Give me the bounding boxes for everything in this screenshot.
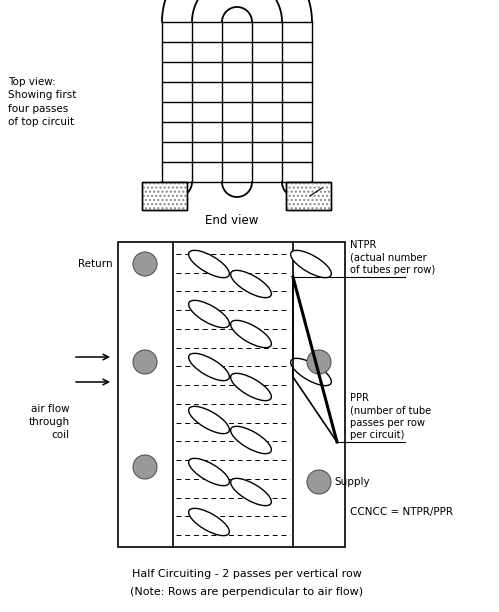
Ellipse shape <box>290 359 331 386</box>
Ellipse shape <box>231 427 271 453</box>
Text: Return: Return <box>78 259 113 269</box>
Text: PPR
(number of tube
passes per row
per circuit): PPR (number of tube passes per row per c… <box>350 393 431 440</box>
Bar <box>286 182 331 210</box>
Ellipse shape <box>231 373 271 401</box>
Text: Top view:
Showing first
four passes
of top circuit: Top view: Showing first four passes of t… <box>8 77 76 127</box>
Bar <box>118 242 345 547</box>
Ellipse shape <box>290 250 331 278</box>
Text: (Note: Rows are perpendicular to air flow): (Note: Rows are perpendicular to air flo… <box>130 587 364 597</box>
Text: End view: End view <box>205 214 258 227</box>
Bar <box>143 182 188 210</box>
Ellipse shape <box>189 406 230 434</box>
Circle shape <box>133 252 157 276</box>
Text: air flow
through
coil: air flow through coil <box>29 404 70 440</box>
Circle shape <box>307 350 331 374</box>
Text: NTPR
(actual number
of tubes per row): NTPR (actual number of tubes per row) <box>350 240 435 275</box>
Ellipse shape <box>231 271 271 297</box>
Ellipse shape <box>231 320 271 348</box>
Bar <box>143 182 188 210</box>
Ellipse shape <box>189 250 230 278</box>
Ellipse shape <box>189 509 230 536</box>
Bar <box>286 182 331 210</box>
Circle shape <box>133 455 157 479</box>
Ellipse shape <box>189 353 230 381</box>
Ellipse shape <box>231 479 271 506</box>
Circle shape <box>307 470 331 494</box>
Ellipse shape <box>189 300 230 327</box>
Text: Supply: Supply <box>334 477 370 487</box>
Circle shape <box>133 350 157 374</box>
Ellipse shape <box>189 458 230 486</box>
Bar <box>143 182 188 210</box>
Bar <box>286 182 331 210</box>
Text: CCNCC = NTPR/PPR: CCNCC = NTPR/PPR <box>350 507 453 517</box>
Text: Half Circuiting - 2 passes per vertical row: Half Circuiting - 2 passes per vertical … <box>132 569 362 579</box>
